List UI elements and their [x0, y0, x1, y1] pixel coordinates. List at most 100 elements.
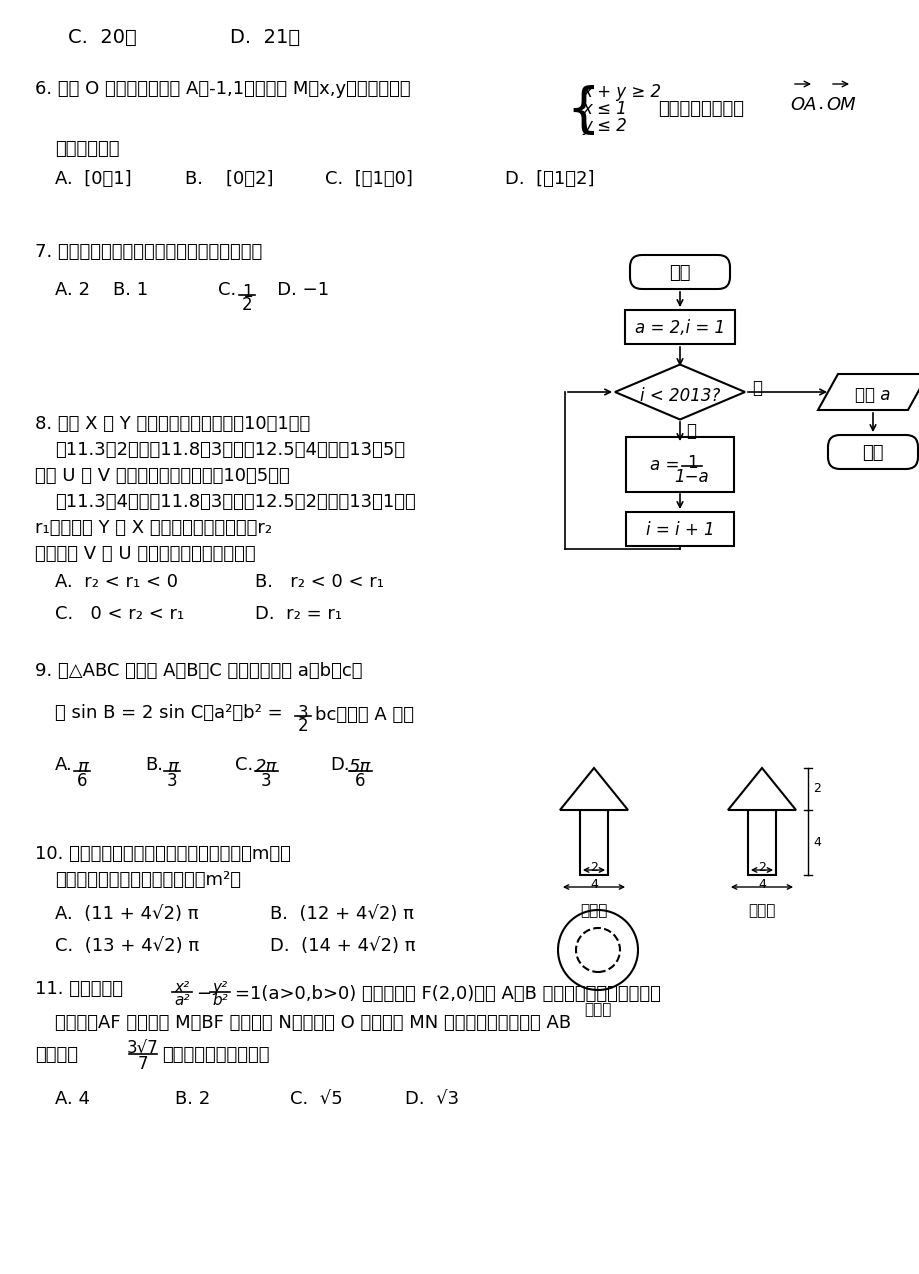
Text: =1(a>0,b>0) 的右焦点为 F(2,0)，设 A，B 为双曲线上关于原点对称: =1(a>0,b>0) 的右焦点为 F(2,0)，设 A，B 为双曲线上关于原点… — [234, 985, 660, 1003]
Text: 输出 a: 输出 a — [855, 386, 890, 404]
Bar — [747, 810, 775, 875]
Text: y ≤ 2: y ≤ 2 — [582, 117, 626, 135]
Text: i = i + 1: i = i + 1 — [645, 521, 713, 539]
Text: A.  [0，1]: A. [0，1] — [55, 169, 131, 189]
Text: ，则双曲线的离心率为: ，则双曲线的离心率为 — [162, 1046, 269, 1064]
Bar — [579, 810, 607, 875]
Text: 1: 1 — [242, 283, 252, 301]
FancyBboxPatch shape — [827, 434, 917, 469]
Text: 表示变量 V 与 U 之间的线性相关系数，则: 表示变量 V 与 U 之间的线性相关系数，则 — [35, 545, 255, 563]
Text: 的斜率为: 的斜率为 — [35, 1046, 78, 1064]
Bar — [624, 310, 734, 344]
Text: 上的一个动点，则: 上的一个动点，则 — [657, 99, 743, 118]
Text: B.    [0，2]: B. [0，2] — [185, 169, 273, 189]
Text: 6: 6 — [76, 772, 87, 790]
Text: x + y ≥ 2: x + y ≥ 2 — [582, 83, 661, 101]
Text: a²: a² — [174, 992, 189, 1008]
Polygon shape — [560, 768, 628, 810]
Text: D.  (14 + 4√2) π: D. (14 + 4√2) π — [269, 936, 415, 956]
Text: 2: 2 — [589, 861, 597, 874]
Text: A. 4: A. 4 — [55, 1091, 90, 1108]
Text: A.: A. — [55, 755, 73, 775]
Text: b²: b² — [212, 992, 228, 1008]
Text: C.  [－1，0]: C. [－1，0] — [324, 169, 413, 189]
Text: C.   0 < r₂ < r₁: C. 0 < r₂ < r₁ — [55, 605, 184, 623]
Text: 6: 6 — [355, 772, 365, 790]
Text: 3: 3 — [298, 705, 308, 722]
Text: B.: B. — [145, 755, 163, 775]
Text: 则该几何体的表面积为（单位：m²）: 则该几何体的表面积为（单位：m²） — [55, 871, 241, 889]
Text: 否: 否 — [751, 378, 761, 397]
Text: 开始: 开始 — [668, 264, 690, 282]
Text: y²: y² — [212, 980, 227, 995]
Text: 若 sin B = 2 sin C，a²－b² =: 若 sin B = 2 sin C，a²－b² = — [55, 705, 282, 722]
Text: π: π — [76, 758, 87, 776]
Text: 3: 3 — [166, 772, 177, 790]
Text: 1−a: 1−a — [674, 468, 709, 485]
Text: 7. 执行如图所示的程序框图，则输出的结果为: 7. 执行如图所示的程序框图，则输出的结果为 — [35, 243, 262, 261]
Text: 11. 已知双曲线: 11. 已知双曲线 — [35, 980, 123, 998]
Text: 的两点，AF 的中点为 M，BF 的中点为 N，若原点 O 在以线段 MN 为直径的圆上，直线 AB: 的两点，AF 的中点为 M，BF 的中点为 N，若原点 O 在以线段 MN 为直… — [55, 1014, 571, 1032]
FancyBboxPatch shape — [630, 255, 729, 289]
Text: 3√7: 3√7 — [127, 1040, 159, 1057]
Text: B.  (12 + 4√2) π: B. (12 + 4√2) π — [269, 905, 414, 922]
Text: 4: 4 — [757, 878, 766, 891]
Text: 正视图: 正视图 — [580, 903, 607, 919]
Circle shape — [558, 910, 637, 990]
Text: D. −1: D. −1 — [260, 282, 329, 299]
Text: 6. 已知 O 是坐标原点，点 A（-1,1），若点 M（x,y）为平面区域: 6. 已知 O 是坐标原点，点 A（-1,1），若点 M（x,y）为平面区域 — [35, 80, 410, 98]
Text: 2π: 2π — [255, 758, 277, 776]
Text: 5π: 5π — [348, 758, 370, 776]
Text: π: π — [166, 758, 177, 776]
Text: B.   r₂ < 0 < r₁: B. r₂ < 0 < r₁ — [255, 573, 383, 591]
Text: OA: OA — [789, 96, 816, 113]
Text: A.  (11 + 4√2) π: A. (11 + 4√2) π — [55, 905, 199, 922]
Text: C.  √5: C. √5 — [289, 1091, 343, 1108]
Text: D.  21种: D. 21种 — [230, 28, 300, 47]
Text: 结束: 结束 — [861, 445, 883, 462]
Text: {: { — [565, 85, 599, 138]
Text: 2: 2 — [242, 296, 252, 313]
Text: x²: x² — [175, 980, 189, 995]
Text: 4: 4 — [812, 836, 820, 848]
Text: （11.3，4），（11.8，3），（12.5，2），（13，1），: （11.3，4），（11.8，3），（12.5，2），（13，1）， — [55, 493, 415, 511]
Text: D.  √3: D. √3 — [404, 1091, 459, 1108]
Circle shape — [575, 927, 619, 972]
Text: 1: 1 — [686, 454, 697, 471]
Text: 3: 3 — [260, 772, 271, 790]
Text: 变量 U 与 V 相对应的一组数据为（10，5），: 变量 U 与 V 相对应的一组数据为（10，5）， — [35, 468, 289, 485]
Text: D.  [－1，2]: D. [－1，2] — [505, 169, 594, 189]
Text: 2: 2 — [812, 782, 820, 795]
Text: 是: 是 — [686, 422, 696, 440]
Text: C.  (13 + 4√2) π: C. (13 + 4√2) π — [55, 936, 199, 956]
Bar — [625, 512, 733, 547]
Text: 4: 4 — [589, 878, 597, 891]
Text: A.  r₂ < r₁ < 0: A. r₂ < r₁ < 0 — [55, 573, 177, 591]
Text: A. 2    B. 1: A. 2 B. 1 — [55, 282, 148, 299]
Text: ·: · — [817, 99, 823, 118]
Text: C.  20种: C. 20种 — [68, 28, 137, 47]
Text: 7: 7 — [138, 1055, 148, 1073]
Text: r₁表示变量 Y 与 X 之间的线性相关系数，r₂: r₁表示变量 Y 与 X 之间的线性相关系数，r₂ — [35, 519, 272, 538]
Text: 10. 一个几何体的三视图如图所示（单位：m），: 10. 一个几何体的三视图如图所示（单位：m）， — [35, 845, 290, 862]
Text: a =: a = — [650, 456, 678, 474]
Text: 2: 2 — [298, 717, 308, 735]
Text: bc，则角 A 等于: bc，则角 A 等于 — [314, 706, 414, 724]
Text: D.  r₂ = r₁: D. r₂ = r₁ — [255, 605, 342, 623]
Text: x ≤ 1: x ≤ 1 — [582, 99, 626, 118]
Text: i < 2013?: i < 2013? — [639, 387, 720, 405]
Text: 2: 2 — [757, 861, 766, 874]
Text: 的取值范围是: 的取值范围是 — [55, 140, 119, 158]
Text: 侧视图: 侧视图 — [747, 903, 775, 919]
Bar — [625, 437, 733, 492]
Text: OM: OM — [825, 96, 855, 113]
Text: C.: C. — [218, 282, 247, 299]
Text: a = 2,i = 1: a = 2,i = 1 — [634, 318, 724, 338]
Text: C.: C. — [234, 755, 253, 775]
Text: 俯视图: 俯视图 — [584, 1001, 611, 1017]
Text: （11.3，2），（11.8，3），（12.5，4），（13，5）: （11.3，2），（11.8，3），（12.5，4），（13，5） — [55, 441, 404, 459]
Text: 8. 变量 X 与 Y 相对应的一组数据为（10，1），: 8. 变量 X 与 Y 相对应的一组数据为（10，1）， — [35, 415, 310, 433]
Polygon shape — [817, 375, 919, 410]
Polygon shape — [727, 768, 795, 810]
Text: D.: D. — [330, 755, 349, 775]
